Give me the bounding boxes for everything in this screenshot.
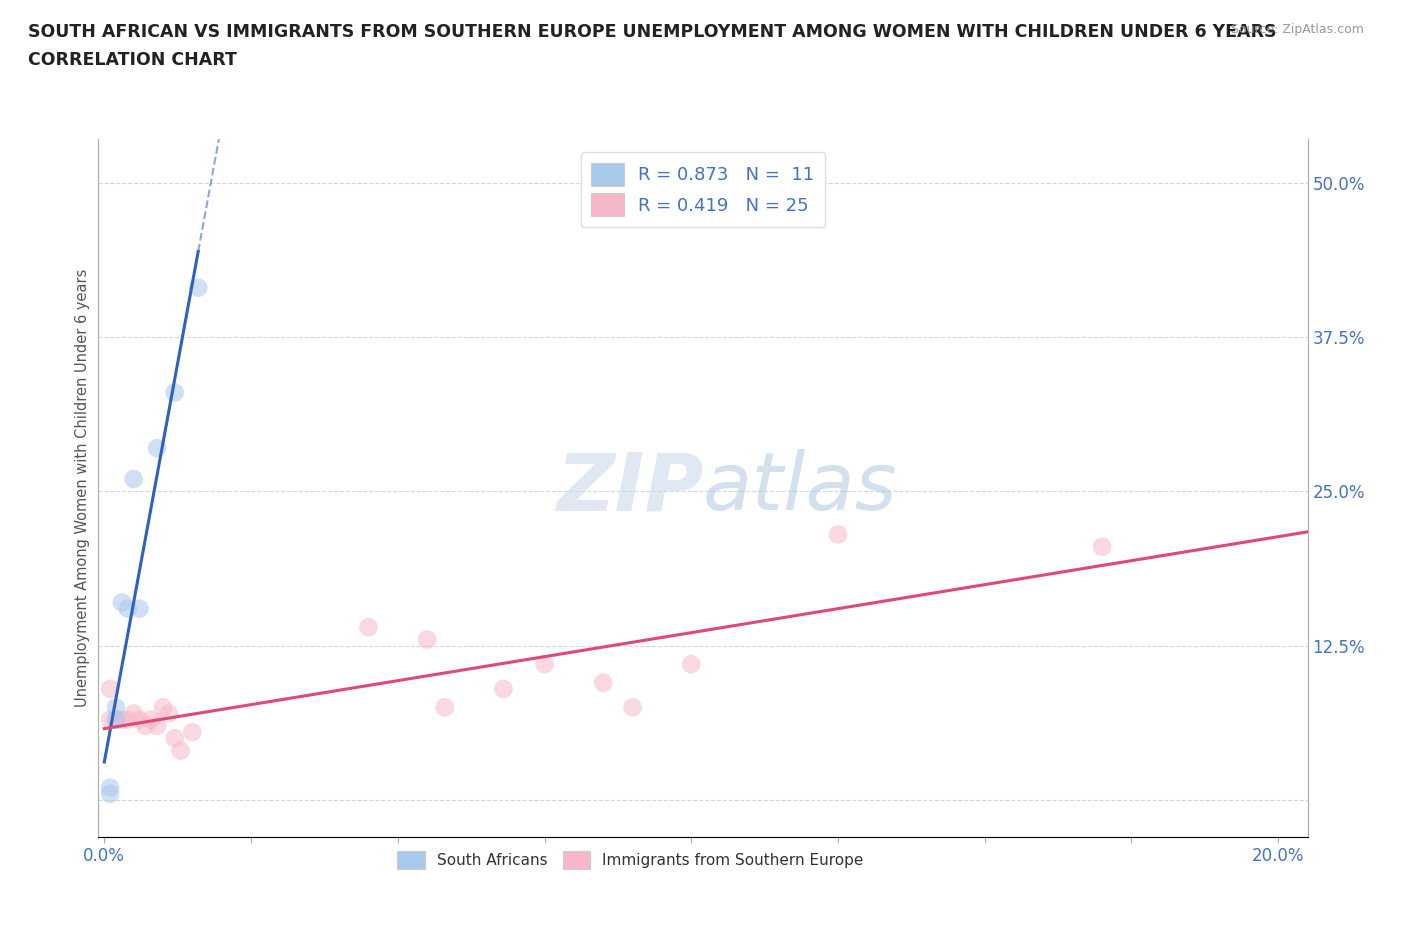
- Point: [533, 657, 555, 671]
- Point: [433, 700, 456, 715]
- Point: [122, 472, 145, 486]
- Point: [111, 712, 134, 727]
- Point: [98, 682, 121, 697]
- Point: [128, 601, 150, 616]
- Text: Source: ZipAtlas.com: Source: ZipAtlas.com: [1230, 23, 1364, 36]
- Point: [141, 712, 163, 727]
- Point: [163, 731, 186, 746]
- Point: [105, 712, 128, 727]
- Point: [146, 719, 169, 734]
- Point: [122, 706, 145, 721]
- Point: [187, 280, 209, 295]
- Text: SOUTH AFRICAN VS IMMIGRANTS FROM SOUTHERN EUROPE UNEMPLOYMENT AMONG WOMEN WITH C: SOUTH AFRICAN VS IMMIGRANTS FROM SOUTHER…: [28, 23, 1277, 41]
- Point: [117, 712, 139, 727]
- Point: [416, 632, 439, 647]
- Point: [134, 719, 156, 734]
- Point: [146, 441, 169, 456]
- Point: [181, 724, 204, 739]
- Point: [592, 675, 614, 690]
- Point: [98, 787, 121, 802]
- Point: [105, 700, 128, 715]
- Point: [1091, 539, 1114, 554]
- Y-axis label: Unemployment Among Women with Children Under 6 years: Unemployment Among Women with Children U…: [75, 269, 90, 708]
- Point: [105, 712, 128, 727]
- Point: [111, 595, 134, 610]
- Point: [492, 682, 515, 697]
- Point: [163, 385, 186, 400]
- Point: [152, 700, 174, 715]
- Point: [117, 601, 139, 616]
- Text: atlas: atlas: [703, 449, 898, 527]
- Point: [98, 780, 121, 795]
- Point: [621, 700, 644, 715]
- Point: [169, 743, 191, 758]
- Point: [357, 619, 380, 634]
- Legend: South Africans, Immigrants from Southern Europe: South Africans, Immigrants from Southern…: [391, 844, 870, 875]
- Point: [98, 712, 121, 727]
- Text: ZIP: ZIP: [555, 449, 703, 527]
- Point: [681, 657, 703, 671]
- Point: [157, 706, 180, 721]
- Point: [827, 527, 849, 542]
- Point: [128, 712, 150, 727]
- Text: CORRELATION CHART: CORRELATION CHART: [28, 51, 238, 69]
